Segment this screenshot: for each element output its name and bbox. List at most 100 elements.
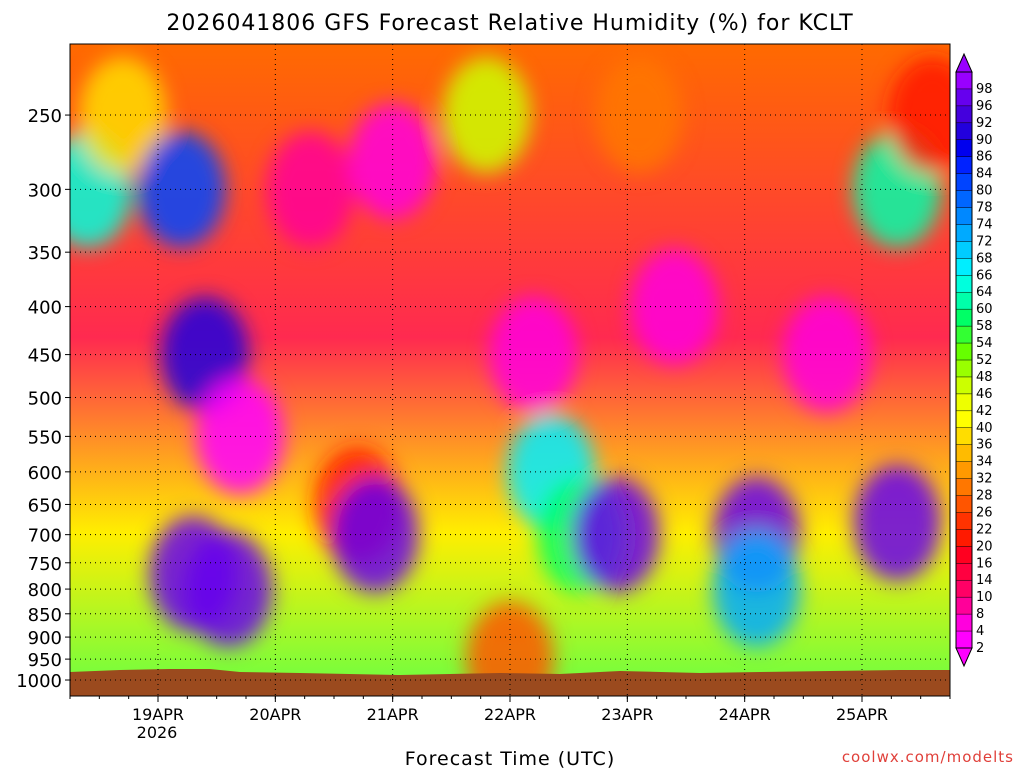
field-blob	[712, 531, 801, 648]
colorbar-label: 80	[976, 184, 993, 199]
colorbar-label: 96	[976, 99, 993, 114]
colorbar-label: 48	[976, 370, 993, 385]
x-axis: 19APR 20APR 21APR 22APR 23APR 24APR 25APR	[69, 696, 951, 724]
y-tick-label: 550	[28, 427, 62, 448]
colorbar-label: 28	[976, 489, 993, 504]
colorbar-label: 74	[976, 217, 993, 232]
y-tick-label: 350	[28, 243, 62, 264]
credit-label: coolwx.com/modelts	[842, 748, 1014, 766]
colorbar-swatch	[956, 173, 972, 191]
y-tick-label: 1000	[16, 671, 62, 692]
colorbar: 2481014162022262832343640424648525458606…	[955, 52, 993, 668]
colorbar-label: 26	[976, 505, 993, 520]
colorbar-label: 16	[976, 556, 993, 571]
x-tick-label: 25APR	[836, 705, 888, 724]
colorbar-swatch	[956, 410, 972, 429]
field-blob	[466, 601, 554, 696]
colorbar-label: 64	[976, 285, 993, 300]
grid-lines	[70, 44, 950, 696]
colorbar-label: 72	[976, 234, 993, 249]
y-tick-label: 900	[28, 628, 62, 649]
colorbar-swatch	[956, 580, 972, 598]
colorbar-swatch	[956, 376, 972, 395]
colorbar-label: 78	[976, 201, 993, 216]
colorbar-swatch	[956, 512, 972, 530]
colorbar-label: 32	[976, 472, 993, 487]
field-blob	[184, 531, 273, 648]
x-tick-label: 24APR	[719, 705, 771, 724]
colorbar-label: 84	[976, 167, 993, 182]
colorbar-label: 22	[976, 522, 993, 537]
colorbar-top-arrow	[955, 52, 973, 73]
colorbar-swatch	[956, 88, 972, 107]
colorbar-swatch	[956, 343, 972, 361]
colorbar-swatch	[956, 207, 972, 225]
colorbar-label: 90	[976, 133, 993, 148]
x-tick-label: 19APR	[132, 705, 184, 724]
field-blob	[489, 296, 578, 413]
colorbar-label: 92	[976, 116, 993, 131]
field-blob	[137, 131, 226, 248]
colorbar-label: 68	[976, 251, 993, 266]
y-tick-label: 500	[28, 389, 62, 410]
colorbar-swatch	[956, 190, 972, 208]
y-tick-label: 700	[28, 526, 62, 547]
colorbar-label: 8	[976, 607, 984, 622]
colorbar-swatch	[956, 393, 972, 412]
colorbar-swatch	[956, 529, 972, 547]
colorbar-swatch	[956, 105, 972, 124]
field-blob	[78, 57, 167, 174]
x-tick-label: 21APR	[367, 705, 419, 724]
colorbar-label: 36	[976, 438, 993, 453]
colorbar-swatch	[956, 224, 972, 242]
colorbar-label: 46	[976, 387, 993, 402]
field-blob	[630, 248, 719, 365]
field-blob	[595, 57, 684, 174]
colorbar-label: 20	[976, 539, 993, 554]
colorbar-swatch	[956, 461, 972, 479]
y-tick-label: 450	[28, 346, 62, 367]
terrain-ground	[70, 669, 950, 696]
x-year-label: 2026	[137, 723, 178, 742]
y-tick-label: 950	[28, 650, 62, 671]
x-tick-label: 22APR	[484, 705, 536, 724]
colorbar-swatch	[956, 495, 972, 513]
field-blob	[853, 464, 942, 581]
y-tick-label: 400	[28, 298, 62, 319]
colorbar-swatch	[956, 156, 972, 174]
humidity-field	[70, 57, 950, 696]
field-blob	[782, 296, 871, 413]
colorbar-swatch	[956, 241, 972, 259]
y-tick-label: 800	[28, 580, 62, 601]
colorbar-swatch	[956, 309, 972, 327]
y-tick-label: 250	[28, 106, 62, 127]
colorbar-label: 10	[976, 590, 993, 605]
colorbar-swatch	[956, 292, 972, 310]
colorbar-label: 34	[976, 455, 993, 470]
colorbar-swatch	[956, 360, 972, 378]
colorbar-swatch	[956, 563, 972, 581]
colorbar-label: 40	[976, 421, 993, 436]
y-tick-label: 750	[28, 554, 62, 575]
field-blob	[442, 57, 531, 174]
colorbar-bottom-arrow	[955, 647, 973, 668]
x-axis-label: Forecast Time (UTC)	[405, 748, 615, 768]
colorbar-swatch	[956, 139, 972, 158]
x-tick-label: 20APR	[249, 705, 301, 724]
colorbar-label: 2	[976, 641, 984, 656]
chart-title: 2026041806 GFS Forecast Relative Humidit…	[166, 11, 853, 36]
colorbar-swatch	[956, 122, 972, 141]
colorbar-label: 4	[976, 624, 984, 639]
colorbar-swatch	[956, 546, 972, 564]
y-tick-label: 650	[28, 495, 62, 516]
colorbar-label: 66	[976, 268, 993, 283]
colorbar-swatch	[956, 72, 972, 90]
colorbar-swatch	[956, 614, 972, 632]
colorbar-swatch	[956, 478, 972, 496]
colorbar-label: 58	[976, 319, 993, 334]
colorbar-swatch	[956, 275, 972, 293]
colorbar-label: 98	[976, 82, 993, 97]
colorbar-swatch	[956, 444, 972, 462]
